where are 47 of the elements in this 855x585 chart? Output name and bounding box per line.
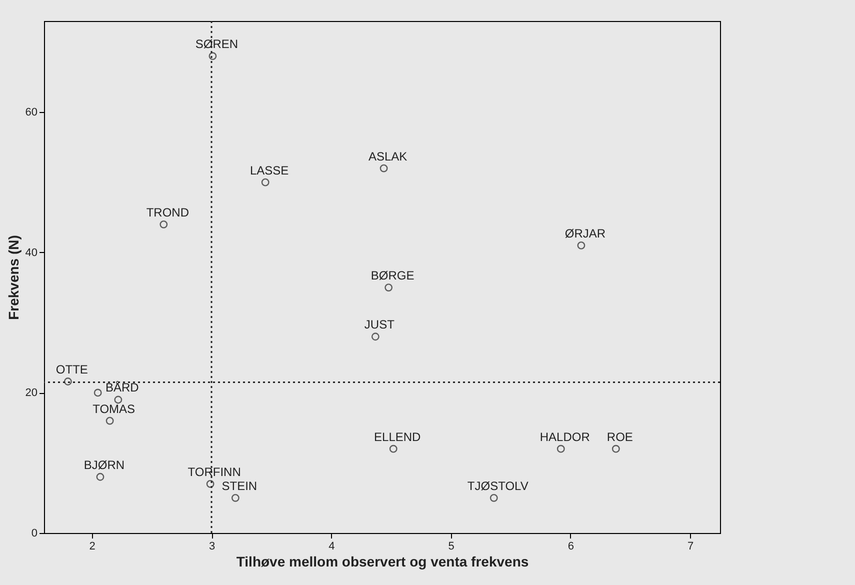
point — [231, 494, 240, 502]
point — [94, 388, 102, 397]
point — [371, 332, 380, 341]
data-label: OTTE — [56, 362, 88, 377]
data-label: ELLEND — [374, 430, 422, 444]
x-tick-label: 7 — [688, 540, 694, 552]
x-axis-title: Tilhøve mellom observert og venta frekvens — [236, 554, 529, 570]
data-label: STEIN — [222, 478, 258, 493]
x-tick-label: 5 — [448, 540, 454, 552]
y-tick-label: 0 — [31, 528, 38, 540]
data-label: ASLAK — [368, 149, 408, 164]
point — [577, 241, 586, 250]
point — [389, 444, 398, 453]
data-label: BØRGE — [370, 268, 414, 283]
data-label: LASSE — [250, 163, 289, 178]
x-tick-label: 3 — [208, 540, 216, 552]
y-tick-label: 40 — [25, 246, 38, 259]
point — [490, 494, 498, 502]
point — [206, 480, 214, 488]
point — [114, 396, 122, 404]
x-tick-label: 6 — [568, 540, 574, 552]
data-label: HALDOR — [540, 430, 590, 444]
point — [384, 284, 393, 292]
point — [106, 416, 114, 425]
data-label: SØREN — [195, 37, 238, 52]
point — [380, 164, 388, 172]
data-label: JUST — [364, 318, 396, 332]
data-label: TROND — [146, 205, 190, 220]
y-tick-label: 20 — [25, 387, 38, 400]
x-tick-label: 2 — [89, 540, 96, 552]
data-label: BÅRD — [106, 380, 140, 395]
point — [96, 472, 104, 481]
data-label: BJØRN — [84, 458, 125, 472]
x-tick-label: 4 — [328, 540, 335, 552]
point — [612, 444, 620, 453]
data-label: TORFINN — [188, 464, 241, 479]
data-label: TOMAS — [92, 402, 136, 416]
data-label: ØRJAR — [564, 226, 606, 240]
data-label: ROE — [606, 430, 633, 444]
point — [556, 444, 565, 453]
point — [261, 178, 270, 186]
point — [160, 220, 168, 228]
y-axis-title: Frekvens (N) — [5, 235, 22, 320]
data-label: TJØSTOLV — [467, 478, 528, 493]
point — [208, 52, 217, 60]
point — [64, 378, 72, 386]
y-tick-label: 60 — [25, 106, 38, 119]
